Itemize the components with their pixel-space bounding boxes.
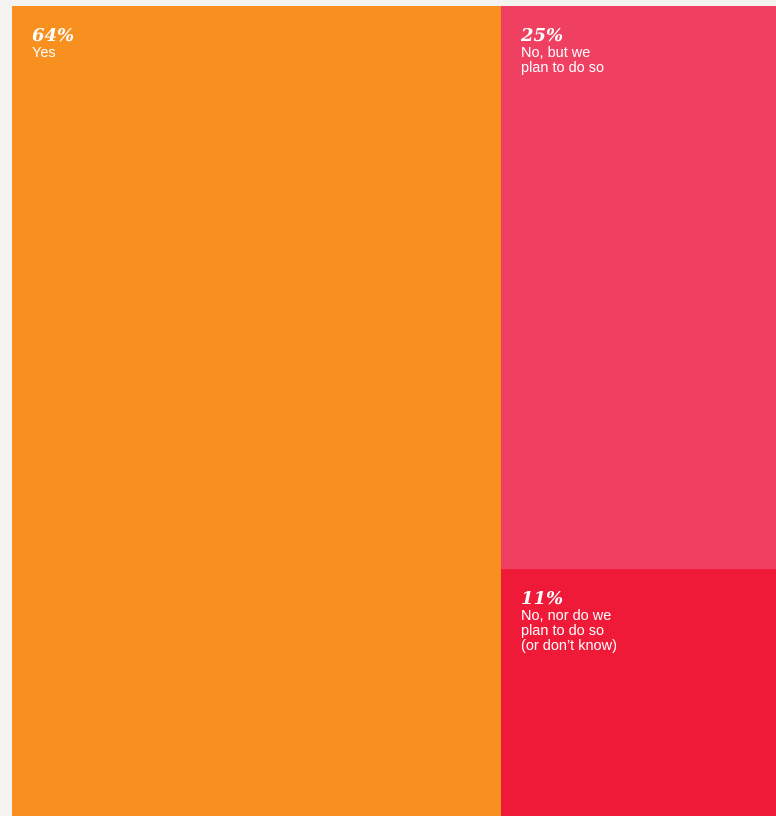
tile-no-but-plan-label: No, but we plan to do so — [521, 45, 605, 76]
tile-no-nor-plan-value: 11% — [521, 588, 564, 609]
tile-yes-value: 64% — [32, 25, 75, 46]
tile-no-but-plan: 25% No, but we plan to do so — [501, 6, 776, 569]
tile-no-but-plan-value: 25% — [521, 25, 564, 46]
tile-no-nor-plan-label: No, nor do we plan to do so (or don’t kn… — [521, 608, 617, 654]
tile-yes-label: Yes — [32, 45, 56, 61]
tile-no-nor-plan: 11% No, nor do we plan to do so (or don’… — [501, 569, 776, 816]
treemap-chart: 64% Yes 25% No, but we plan to do so 11%… — [12, 6, 776, 816]
tile-yes: 64% Yes — [12, 6, 501, 816]
